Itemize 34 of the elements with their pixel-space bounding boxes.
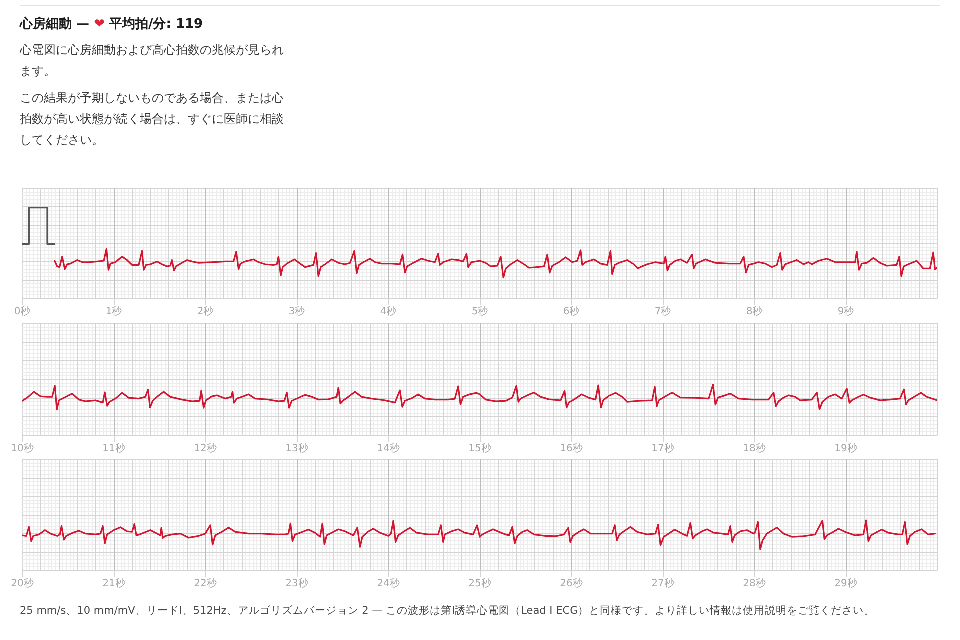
x-tick-label: 10秒 bbox=[11, 442, 34, 454]
x-tick-label: 18秒 bbox=[743, 442, 766, 454]
x-tick-label: 29秒 bbox=[834, 578, 858, 590]
x-tick-label: 8秒 bbox=[746, 306, 763, 318]
x-tick-label: 15秒 bbox=[468, 442, 492, 454]
x-tick-label: 20秒 bbox=[11, 578, 34, 590]
x-tick-label: 19秒 bbox=[834, 442, 858, 454]
x-tick-label: 0秒 bbox=[14, 306, 31, 318]
text: 心電図に心房細動および高心拍数の兆候が見られます。 bbox=[20, 42, 285, 80]
chart-title: 心房細動 — ❤ 平均拍/分: 119 bbox=[20, 16, 204, 34]
x-tick-label: 26秒 bbox=[560, 578, 583, 590]
x-tick-label: 14秒 bbox=[377, 442, 400, 454]
x-tick-label: 6秒 bbox=[563, 306, 580, 318]
x-tick-label: 28秒 bbox=[743, 578, 766, 590]
x-tick-label: 22秒 bbox=[194, 578, 217, 590]
x-tick-label: 4秒 bbox=[380, 306, 397, 318]
x-tick-label: 21秒 bbox=[102, 578, 126, 590]
x-tick-label: 27秒 bbox=[652, 578, 674, 590]
x-tick-label: 5秒 bbox=[472, 306, 488, 318]
x-tick-label: 9秒 bbox=[838, 306, 854, 318]
x-tick-label: 13秒 bbox=[286, 442, 308, 454]
x-tick-label: 7秒 bbox=[654, 306, 672, 318]
x-tick-label: 17秒 bbox=[652, 442, 674, 454]
text: この結果が予期しないものである場合、または心拍数が高い状態が続く場合は、すぐに医師に相談してください。 bbox=[20, 90, 285, 149]
x-tick-label: 16秒 bbox=[560, 442, 583, 454]
x-tick-label: 25秒 bbox=[468, 578, 492, 590]
x-tick-label: 23秒 bbox=[286, 578, 308, 590]
x-tick-label: 24秒 bbox=[377, 578, 400, 590]
x-tick-label: 11秒 bbox=[102, 442, 126, 454]
x-tick-label: 1秒 bbox=[106, 306, 122, 318]
x-tick-label: 12秒 bbox=[194, 442, 217, 454]
x-tick-label: 3秒 bbox=[288, 306, 306, 318]
x-tick-label: 2秒 bbox=[197, 306, 214, 318]
text: 25 mm/s、10 mm/mV、リードI、512Hz、アルゴリズムバージョン 2 — この波形は第I誘導心電図（Lead I ECG）と同様です。より詳しい情報は使用説明をご覧ください。 bbox=[20, 604, 876, 619]
